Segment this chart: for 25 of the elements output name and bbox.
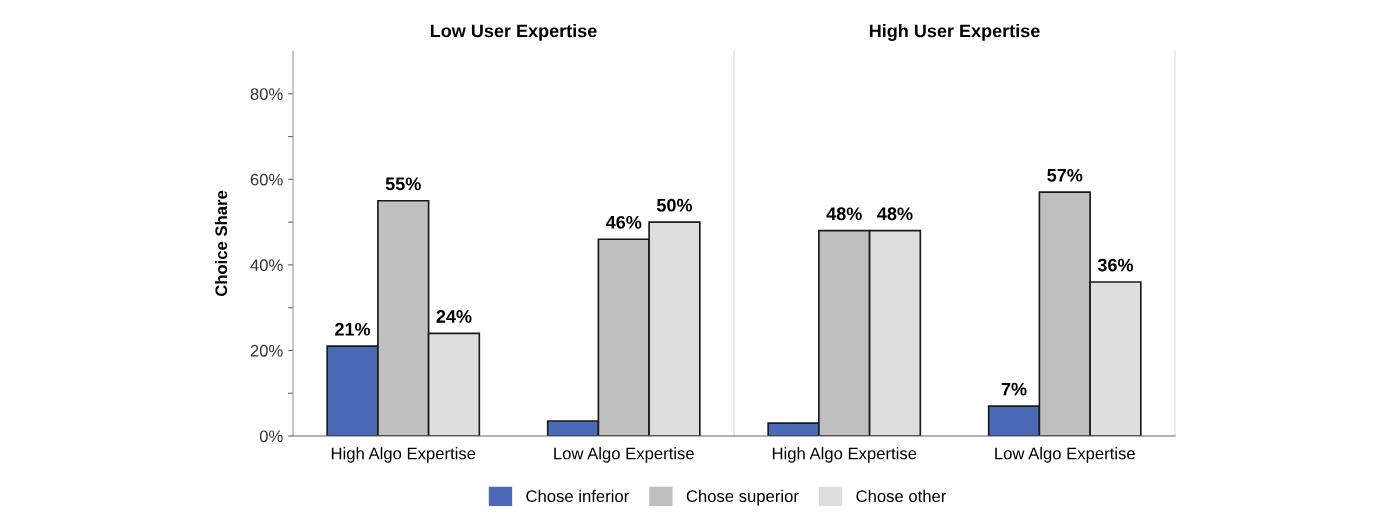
data-label: 36% <box>1097 258 1134 272</box>
y-tick-label: 60% <box>250 173 283 186</box>
x-tick-label: Low Algo Expertise <box>995 447 1135 463</box>
y-tick-label: 20% <box>250 344 283 357</box>
data-label: 48% <box>877 207 913 221</box>
data-label: 7% <box>1001 382 1027 396</box>
data-label: 24% <box>436 310 472 323</box>
data-label: 21% <box>335 322 371 336</box>
data-label: 55% <box>385 177 421 191</box>
legend-label: Chose superior <box>686 489 799 506</box>
y-tick-label: 80% <box>250 88 283 100</box>
chart-title: Low User Expertise <box>430 24 597 41</box>
data-label: 57% <box>1047 168 1083 182</box>
chart-title: High User Expertise <box>869 24 1040 41</box>
data-label: 46% <box>605 215 642 229</box>
x-tick-label: High Algo Expertise <box>331 447 476 463</box>
data-label: 50% <box>656 198 693 212</box>
y-tick-label: 0% <box>259 430 283 443</box>
legend-label: Chose inferior <box>526 489 629 503</box>
legend-label: Chose other <box>856 489 947 503</box>
y-axis-title: Choice Share <box>214 190 228 297</box>
x-tick-label: High Algo Expertise <box>772 447 917 463</box>
x-tick-label: Low Algo Expertise <box>554 447 694 463</box>
y-tick-label: 40% <box>250 259 283 272</box>
data-label: 48% <box>826 207 862 221</box>
